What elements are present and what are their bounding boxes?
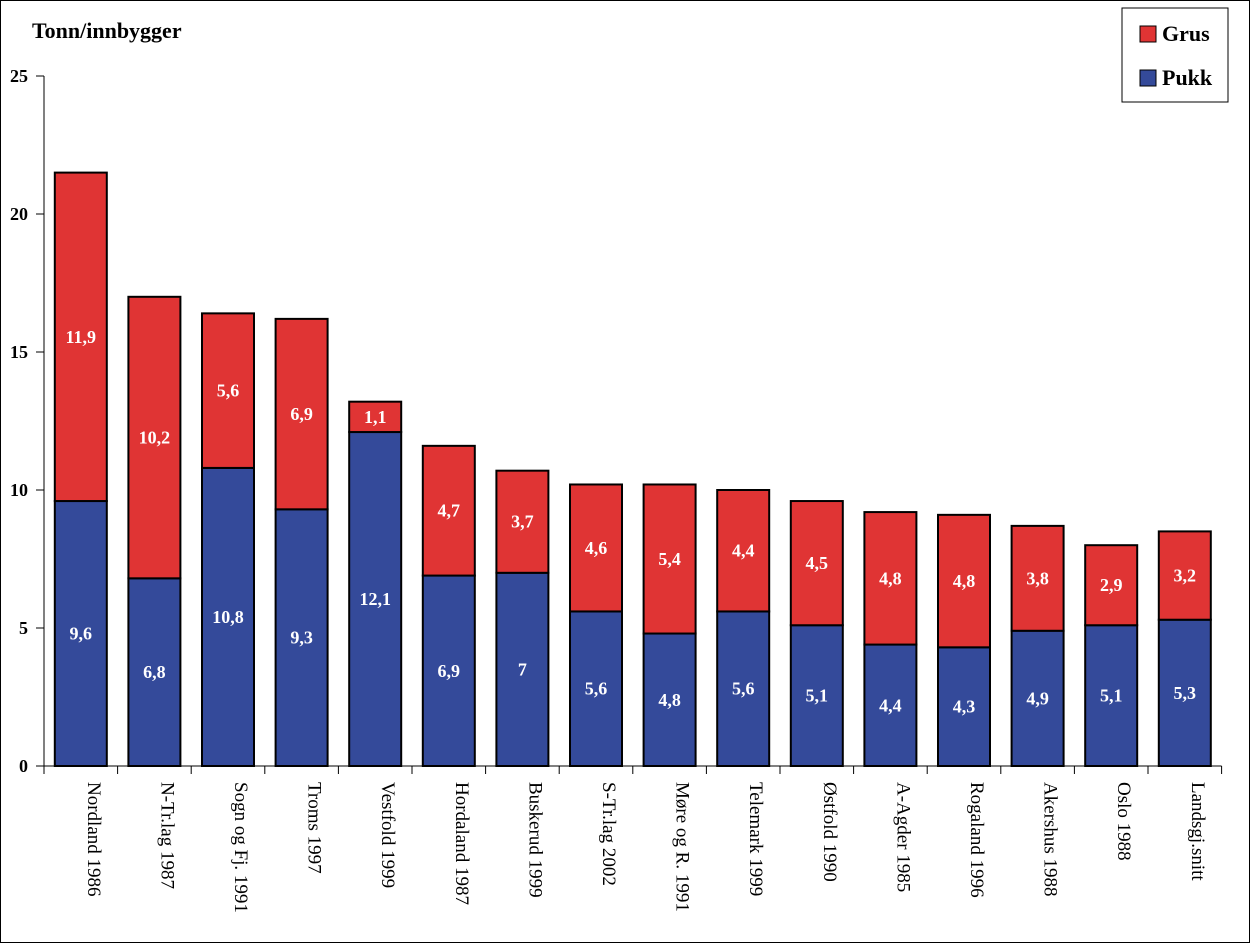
- bar-grus: [127, 295, 182, 580]
- legend-label-grus: Grus: [1162, 21, 1210, 46]
- legend-swatch-pukk: [1139, 69, 1157, 87]
- bar-pukk: [127, 577, 182, 767]
- y-tick-label: 0: [19, 756, 28, 776]
- bar-pukk: [1084, 624, 1139, 767]
- bar-grus: [495, 469, 550, 574]
- bar-pukk: [1010, 629, 1065, 768]
- bar-pukk: [716, 610, 771, 767]
- data-label-grus: 4,4: [732, 541, 755, 561]
- y-tick-label: 25: [10, 66, 28, 86]
- category-label: Akershus 1988: [1040, 782, 1061, 897]
- category-label: Sogn og Fj. 1991: [230, 782, 251, 913]
- category-label: Møre og R. 1991: [672, 782, 693, 912]
- data-label-grus: 3,7: [511, 512, 534, 532]
- legend-swatch-grus: [1139, 25, 1157, 43]
- category-label: Buskerud 1999: [524, 782, 545, 898]
- data-label-pukk: 4,9: [1026, 688, 1049, 708]
- category-label: Troms 1997: [304, 782, 325, 874]
- data-label-pukk: 5,6: [585, 679, 608, 699]
- category-label: Telemark 1999: [745, 782, 766, 896]
- bar-pukk: [1157, 618, 1212, 767]
- category-label: A-Agder 1985: [892, 782, 913, 892]
- y-tick-label: 20: [10, 204, 28, 224]
- bar-grus: [789, 500, 844, 627]
- y-tick-label: 5: [19, 618, 28, 638]
- data-label-grus: 4,5: [806, 553, 829, 573]
- data-label-grus: 11,9: [66, 327, 97, 347]
- data-label-pukk: 4,8: [658, 690, 681, 710]
- bar-grus: [569, 483, 623, 613]
- bar-pukk: [789, 624, 844, 767]
- data-label-pukk: 9,6: [70, 624, 93, 644]
- bar-grus: [201, 312, 255, 469]
- category-label: Oslo 1988: [1113, 782, 1134, 861]
- y-tick-label: 10: [10, 480, 28, 500]
- data-label-grus: 3,8: [1026, 568, 1049, 588]
- data-label-grus: 3,2: [1174, 566, 1197, 586]
- bar-grus: [53, 171, 108, 503]
- data-label-pukk: 5,1: [806, 686, 829, 706]
- category-label: Vestfold 1999: [377, 782, 398, 888]
- data-label-pukk: 5,1: [1100, 686, 1123, 706]
- bar-pukk: [53, 500, 108, 767]
- data-label-grus: 5,6: [217, 381, 240, 401]
- data-label-grus: 2,9: [1100, 575, 1123, 595]
- bar-pukk: [495, 571, 550, 767]
- bar-grus: [421, 444, 476, 577]
- category-label: N-Tr.lag 1987: [156, 782, 177, 889]
- bars: 9,6 11,9 6,8 10,2 10,8 5,6 9,3 6,9 12,1 1,1 6,9 4,7…: [53, 171, 1212, 768]
- bar-grus: [716, 489, 771, 613]
- data-label-grus: 4,8: [879, 568, 902, 588]
- data-label-pukk: 4,4: [879, 695, 902, 715]
- bar-grus: [348, 400, 403, 434]
- data-label-pukk: 6,8: [143, 662, 166, 682]
- data-label-grus: 4,7: [438, 501, 461, 521]
- data-label-pukk: 12,1: [359, 589, 391, 609]
- bar-grus: [863, 511, 918, 646]
- data-label-grus: 4,8: [953, 571, 976, 591]
- legend: Grus Pukk: [1121, 7, 1229, 103]
- category-label: Landsgj.snitt: [1187, 782, 1208, 881]
- bar-grus: [1157, 530, 1212, 621]
- category-labels: Nordland 1986 N-Tr.lag 1987 Sogn og Fj. 19…: [83, 782, 1208, 913]
- category-label: S-Tr.lag 2002: [598, 782, 619, 886]
- data-label-pukk: 9,3: [290, 628, 313, 648]
- data-label-grus: 4,6: [585, 538, 608, 558]
- data-label-pukk: 7: [518, 659, 527, 679]
- bar-pukk: [348, 431, 403, 767]
- legend-label-pukk: Pukk: [1162, 65, 1213, 90]
- category-label: Østfold 1990: [819, 782, 840, 882]
- y-tick-label: 15: [10, 342, 28, 362]
- data-label-pukk: 10,8: [212, 607, 244, 627]
- data-label-grus: 6,9: [290, 404, 313, 424]
- data-label-pukk: 6,9: [438, 661, 461, 681]
- bar-grus: [1010, 524, 1065, 632]
- bar-pukk: [201, 466, 255, 767]
- bar-pukk: [937, 646, 991, 768]
- category-label: Rogaland 1996: [966, 782, 987, 898]
- data-label-pukk: 4,3: [953, 697, 976, 717]
- bar-pukk: [274, 508, 329, 767]
- y-axis-label: Tonn/innbygger: [32, 18, 182, 43]
- data-label-pukk: 5,6: [732, 679, 755, 699]
- data-label-pukk: 5,3: [1174, 683, 1197, 703]
- bar-grus: [1084, 544, 1139, 627]
- category-label: Nordland 1986: [83, 782, 104, 897]
- data-label-grus: 10,2: [139, 428, 171, 448]
- bar-grus: [642, 483, 697, 635]
- bar-pukk: [421, 574, 476, 767]
- data-label-grus: 1,1: [364, 407, 387, 427]
- data-label-grus: 5,4: [658, 549, 681, 569]
- category-label: Hordaland 1987: [451, 782, 472, 905]
- bar-pukk: [863, 643, 918, 767]
- bar-pukk: [642, 632, 697, 768]
- bar-grus: [937, 513, 991, 649]
- bar-grus: [274, 317, 329, 511]
